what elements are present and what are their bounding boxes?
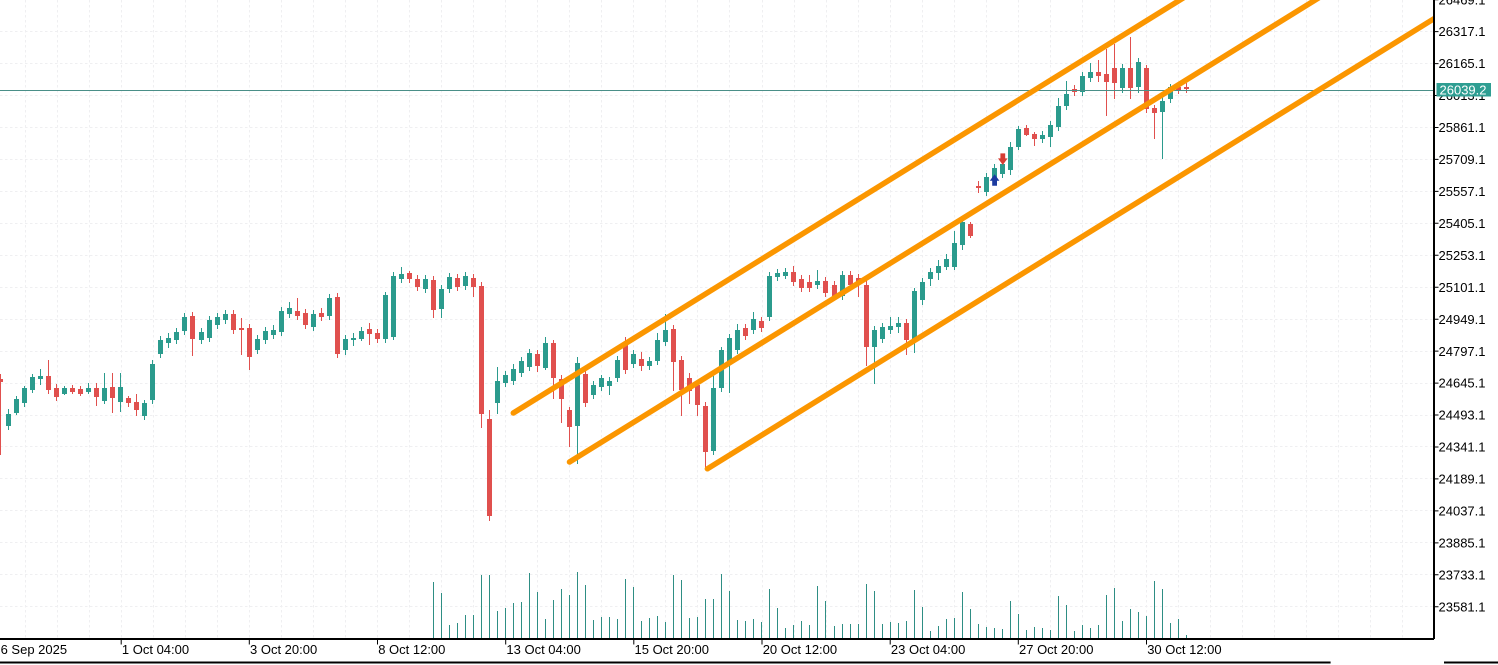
svg-text:6 Sep 2025: 6 Sep 2025 bbox=[1, 642, 68, 657]
svg-text:20 Oct 12:00: 20 Oct 12:00 bbox=[763, 642, 837, 657]
svg-text:27 Oct 20:00: 27 Oct 20:00 bbox=[1019, 642, 1093, 657]
svg-text:25101.1: 25101.1 bbox=[1439, 280, 1486, 295]
svg-text:24493.1: 24493.1 bbox=[1439, 408, 1486, 423]
svg-text:24341.1: 24341.1 bbox=[1439, 440, 1486, 455]
svg-text:26165.1: 26165.1 bbox=[1439, 56, 1486, 71]
svg-text:23885.1: 23885.1 bbox=[1439, 536, 1486, 551]
svg-text:3 Oct 20:00: 3 Oct 20:00 bbox=[250, 642, 317, 657]
svg-text:24037.1: 24037.1 bbox=[1439, 504, 1486, 519]
svg-text:26469.1: 26469.1 bbox=[1439, 0, 1486, 7]
svg-text:26039.2: 26039.2 bbox=[1440, 83, 1487, 98]
svg-text:25709.1: 25709.1 bbox=[1439, 152, 1486, 167]
svg-text:24189.1: 24189.1 bbox=[1439, 472, 1486, 487]
svg-text:25405.1: 25405.1 bbox=[1439, 216, 1486, 231]
svg-text:23733.1: 23733.1 bbox=[1439, 567, 1486, 582]
svg-text:24645.1: 24645.1 bbox=[1439, 376, 1486, 391]
svg-text:1 Oct 04:00: 1 Oct 04:00 bbox=[122, 642, 189, 657]
svg-text:23 Oct 04:00: 23 Oct 04:00 bbox=[891, 642, 965, 657]
svg-text:26317.1: 26317.1 bbox=[1439, 24, 1486, 39]
svg-text:23581.1: 23581.1 bbox=[1439, 599, 1486, 614]
svg-text:24797.1: 24797.1 bbox=[1439, 344, 1486, 359]
svg-text:24949.1: 24949.1 bbox=[1439, 312, 1486, 327]
svg-text:30 Oct 12:00: 30 Oct 12:00 bbox=[1147, 642, 1221, 657]
svg-text:13 Oct 04:00: 13 Oct 04:00 bbox=[506, 642, 580, 657]
svg-text:25253.1: 25253.1 bbox=[1439, 248, 1486, 263]
svg-text:25861.1: 25861.1 bbox=[1439, 120, 1486, 135]
svg-text:8 Oct 12:00: 8 Oct 12:00 bbox=[378, 642, 445, 657]
svg-text:25557.1: 25557.1 bbox=[1439, 184, 1486, 199]
svg-text:15 Oct 20:00: 15 Oct 20:00 bbox=[635, 642, 709, 657]
